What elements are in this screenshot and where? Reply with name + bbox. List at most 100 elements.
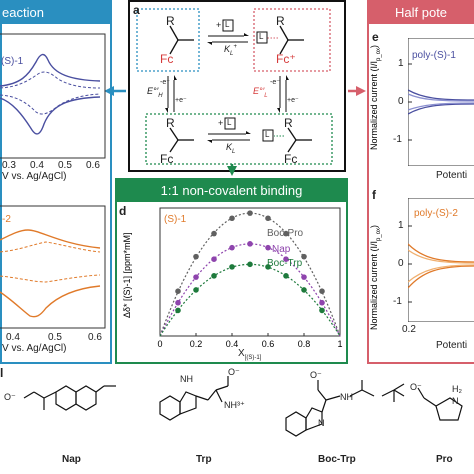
panel-d-xlabel-x: X (238, 348, 245, 359)
scheme-k-bottom: KL (226, 142, 235, 155)
left-top-tick-3: 0.6 (86, 160, 100, 171)
data-point-boc-pro (175, 288, 181, 294)
data-point-boc-pro (229, 215, 235, 222)
data-point-boc-trp (265, 264, 271, 270)
connector-arrows (104, 86, 366, 176)
scheme-elec-1: -e⁻ (160, 79, 170, 86)
scheme-fc-4: Fc (284, 152, 298, 166)
panel-f-ytick-0: 1 (398, 220, 404, 231)
left-bottom-tick-2: 0.6 (88, 332, 102, 343)
trp-nh: NH (180, 374, 193, 384)
panel-d-series-tag: (S)-1 (164, 214, 187, 225)
scheme-e-right: E°′L (253, 86, 268, 99)
scheme-fc-2: Fc⁺ (276, 52, 296, 66)
legend-nap: Nap (272, 244, 291, 255)
legend-boc-pro: Boc-Pro (267, 228, 304, 239)
panel-f-series-label: poly-(S)-2 (414, 208, 458, 219)
panel-d-xlabel-sub: [(S)-1] (244, 355, 262, 361)
left-top-tick-0: 0.3 (2, 160, 16, 171)
scheme-r-1: R (166, 14, 175, 28)
panel-e-letter: e (372, 30, 379, 44)
scheme-e-left-sub: H (158, 92, 163, 99)
left-section-frame (0, 24, 112, 364)
data-point-boc-trp (319, 307, 325, 314)
panel-e-xlabel: Potenti (436, 170, 468, 181)
molecule-structures (23, 376, 463, 437)
data-point-nap (211, 256, 217, 262)
scheme-l-1: L (225, 20, 230, 29)
panel-f-xlabel: Potenti (436, 340, 468, 351)
molecule-name-boc-trp: Boc-Trp (318, 454, 356, 465)
panel-f-ylabel: Normalized current (I/Ip_ox) (369, 225, 382, 330)
right-section-frame (367, 24, 474, 364)
data-point-boc-trp (193, 287, 199, 293)
x-tick-label: 0 (157, 339, 162, 349)
left-bottom-xlabel: V vs. Ag/AgCl) (2, 343, 67, 354)
data-point-boc-trp (175, 307, 181, 314)
fit-curve-boc-trp (159, 263, 341, 337)
data-point-boc-trp (211, 273, 217, 279)
data-point-boc-pro (193, 253, 199, 260)
panel-e-ytick-0: 1 (398, 58, 404, 69)
panel-f-letter: f (372, 188, 376, 202)
panel-f-ylabel-sub: p_ox (375, 227, 382, 241)
data-point-boc-pro (319, 288, 325, 294)
panel-f-ylabel-close: ) (369, 224, 379, 228)
panel-d-letter: d (119, 204, 127, 218)
binding-chart: 0 0.2 0.4 0.6 0.8 1 (157, 207, 343, 349)
scheme-l-2: L (259, 32, 264, 41)
right-section-header: Half pote (367, 0, 474, 24)
panel-f-xtick: 0.2 (402, 324, 416, 335)
scheme-e-left-e: E°′ (147, 86, 159, 96)
scheme-fc-1: Fc (160, 52, 174, 66)
left-section-header: eaction (0, 0, 112, 24)
left-top-series-label: (S)-1 (1, 56, 24, 67)
scheme-k-top: KL+ (224, 44, 237, 57)
left-section-title: eaction (2, 4, 44, 20)
left-bottom-tick-0: 0.4 (6, 332, 20, 343)
x-tick-label: 0.2 (190, 339, 203, 349)
data-point-boc-trp (301, 287, 307, 293)
boc-trp-n: N (318, 418, 325, 428)
boc-trp-nh: NH (340, 392, 353, 402)
boc-trp-o-minus: O⁻ (310, 370, 322, 380)
scheme-r-2: R (276, 14, 285, 28)
molecules-letter: l (0, 366, 4, 380)
scheme-e-right-e: E°′ (253, 86, 265, 96)
x-tick-label: 0.8 (298, 339, 311, 349)
binding-section-title: 1:1 non-covalent binding (160, 182, 303, 198)
panel-e-ylabel: Normalized current (I/Ip_ox) (369, 45, 382, 150)
scheme-r-3: R (166, 116, 175, 130)
data-point-boc-pro (283, 230, 289, 237)
data-point-nap (229, 244, 235, 251)
scheme-plus-2: + (218, 118, 224, 128)
panel-d-xlabel: X[(S)-1] (238, 348, 261, 361)
scheme-plus-1: + (216, 20, 222, 30)
fit-curve-nap (159, 243, 341, 337)
trp-nh3: NH³⁺ (224, 400, 245, 410)
scheme-e-right-sub: L (264, 92, 268, 99)
x-tick-label: 0.6 (262, 339, 275, 349)
left-bottom-tick-1: 0.5 (48, 332, 62, 343)
binding-section-frame (115, 202, 348, 364)
scheme-r-4: R (284, 116, 293, 130)
scheme-elec-4: +e⁻ (287, 97, 299, 104)
panel-e-ytick-2: -1 (393, 134, 402, 145)
data-point-boc-trp (229, 264, 235, 270)
panel-f-ytick-2: -1 (393, 296, 402, 307)
scheme-k-top-sup: + (233, 44, 237, 50)
left-top-tick-1: 0.4 (30, 160, 44, 171)
panel-e-ylabel-close: ) (369, 44, 379, 48)
scheme-graphic (136, 8, 333, 165)
data-point-nap (265, 244, 271, 251)
scheme-elec-2: +e⁻ (175, 97, 187, 104)
binding-section-header: 1:1 non-covalent binding (115, 178, 348, 202)
panel-d-ylabel: Δδ* [(S)-1] [ppm*mM] (122, 232, 132, 318)
data-point-boc-pro (265, 215, 271, 222)
data-point-nap (319, 299, 325, 306)
data-point-boc-pro (301, 253, 307, 260)
legend-boc-trp: Boc-Trp (267, 258, 303, 269)
data-point-boc-trp (283, 273, 289, 279)
x-tick-label: 1 (337, 339, 342, 349)
panel-e-ylabel-sub: p_ox (375, 47, 382, 61)
